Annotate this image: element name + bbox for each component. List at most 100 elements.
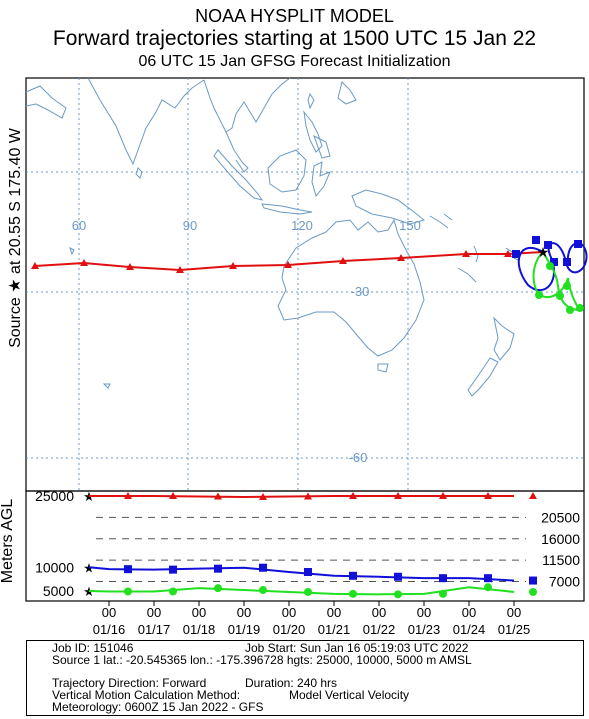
time-hour-label: 00 <box>147 605 161 620</box>
longitude-labels: 60 90 120 150 <box>72 218 421 233</box>
height-point <box>394 492 402 499</box>
green-trajectory-marker <box>563 282 571 290</box>
green-trajectory-marker <box>535 291 543 299</box>
blue-trajectory-marker <box>563 258 571 266</box>
height-point <box>349 571 357 580</box>
time-hour-label: 00 <box>282 605 296 620</box>
height-point <box>349 492 357 499</box>
red-trajectory-marker <box>80 259 88 266</box>
red-trajectory-marker <box>504 250 512 257</box>
map-panel: 60 90 120 150 -30 -60 ★ <box>25 77 588 492</box>
red-trajectory-marker <box>462 250 470 257</box>
time-hour-label: 00 <box>462 605 476 620</box>
height-point <box>529 587 537 596</box>
green-trajectory-marker <box>556 292 564 300</box>
height-point <box>169 565 177 574</box>
time-hour-label: 00 <box>372 605 386 620</box>
time-date-label: 01/16 <box>93 622 126 637</box>
map-trajectories: ★ <box>31 236 588 314</box>
height-point <box>484 492 492 499</box>
job-id: Job ID: 151046 <box>52 641 134 655</box>
height-point <box>529 492 537 499</box>
coast-borneo <box>267 149 307 193</box>
left-height-label: 5000 <box>43 583 74 599</box>
height-point <box>439 589 447 598</box>
lon-label: 120 <box>291 218 313 233</box>
height-series-line <box>88 586 515 596</box>
job-start: Job Start: Sun Jan 16 05:19:03 UTC 2022 <box>245 641 469 655</box>
blue-trajectory-marker <box>532 236 540 244</box>
coast-tasmania <box>377 363 389 373</box>
coast-vanuatu <box>473 245 479 263</box>
time-date-label: 01/24 <box>453 622 486 637</box>
coast-new-caledonia <box>457 267 477 283</box>
time-date-label: 01/25 <box>498 622 531 637</box>
title-trajectories: Forward trajectories starting at 1500 UT… <box>52 27 537 50</box>
height-point <box>259 492 267 500</box>
green-trajectory-marker <box>546 262 554 270</box>
map-gridlines <box>26 78 584 491</box>
coast-malaya <box>225 131 249 173</box>
green-trajectory-marker <box>576 304 584 312</box>
coast-arabia <box>25 85 67 119</box>
blue-trajectory-marker <box>544 241 552 249</box>
red-trajectory-marker <box>339 257 347 264</box>
height-point <box>349 589 357 598</box>
height-series-line <box>88 566 515 582</box>
lon-label: 90 <box>183 218 197 233</box>
blue-trajectory-marker <box>550 258 558 266</box>
coast-india <box>87 77 205 166</box>
coast-nz-south <box>467 357 499 397</box>
height-point <box>124 492 132 499</box>
height-point <box>214 492 222 500</box>
height-series <box>88 492 537 599</box>
duration: Duration: 240 hrs <box>245 676 338 690</box>
time-date-label: 01/21 <box>318 622 351 637</box>
time-date-label: 01/19 <box>228 622 261 637</box>
time-hour-label: 00 <box>192 605 206 620</box>
red-trajectory-marker <box>176 266 184 273</box>
red-trajectory-marker <box>229 262 237 269</box>
time-hour-label: 00 <box>327 605 341 620</box>
height-point <box>169 587 177 596</box>
coast-australia <box>277 218 425 357</box>
latitude-labels: -30 -60 <box>349 284 370 465</box>
blue-trajectory-marker <box>512 250 520 258</box>
title-model: NOAA HYSPLIT MODEL <box>195 6 394 26</box>
red-trajectory-marker <box>126 263 134 270</box>
time-hour-label: 00 <box>507 605 521 620</box>
right-height-label: 11500 <box>542 552 580 568</box>
right-height-label: 7000 <box>549 574 580 590</box>
coast-taiwan <box>307 92 315 110</box>
coast-sulawesi <box>311 161 331 198</box>
coast-java <box>261 203 313 215</box>
lon-label: 60 <box>72 218 86 233</box>
coast-sri-lanka <box>135 167 143 179</box>
coast-japan <box>337 81 357 105</box>
time-date-label: 01/20 <box>273 622 306 637</box>
height-point <box>304 568 312 576</box>
red-trajectory-marker <box>284 261 292 268</box>
source-info: Source 1 lat.: -20.545365 lon.: -175.396… <box>52 653 472 667</box>
coastlines <box>25 77 519 397</box>
height-point <box>394 572 402 581</box>
lat-label: -60 <box>349 450 368 465</box>
meteorology: Meteorology: 0600Z 15 Jan 2022 - GFS <box>52 700 264 714</box>
height-point <box>394 590 402 599</box>
lon-label: 150 <box>399 218 421 233</box>
coast-indochina <box>203 77 291 133</box>
coast-fiji <box>505 247 519 261</box>
time-date-label: 01/23 <box>408 622 441 637</box>
height-point <box>169 492 177 499</box>
lat-label: -30 <box>351 284 370 299</box>
height-point <box>484 574 492 583</box>
coast-sumatra <box>213 149 264 201</box>
right-height-label: 16000 <box>541 531 580 547</box>
height-point <box>259 563 267 572</box>
height-reference-lines <box>96 516 526 582</box>
height-point <box>529 576 537 585</box>
coast-new-guinea <box>351 189 426 225</box>
height-point <box>214 564 222 573</box>
time-date-label: 01/22 <box>363 622 396 637</box>
